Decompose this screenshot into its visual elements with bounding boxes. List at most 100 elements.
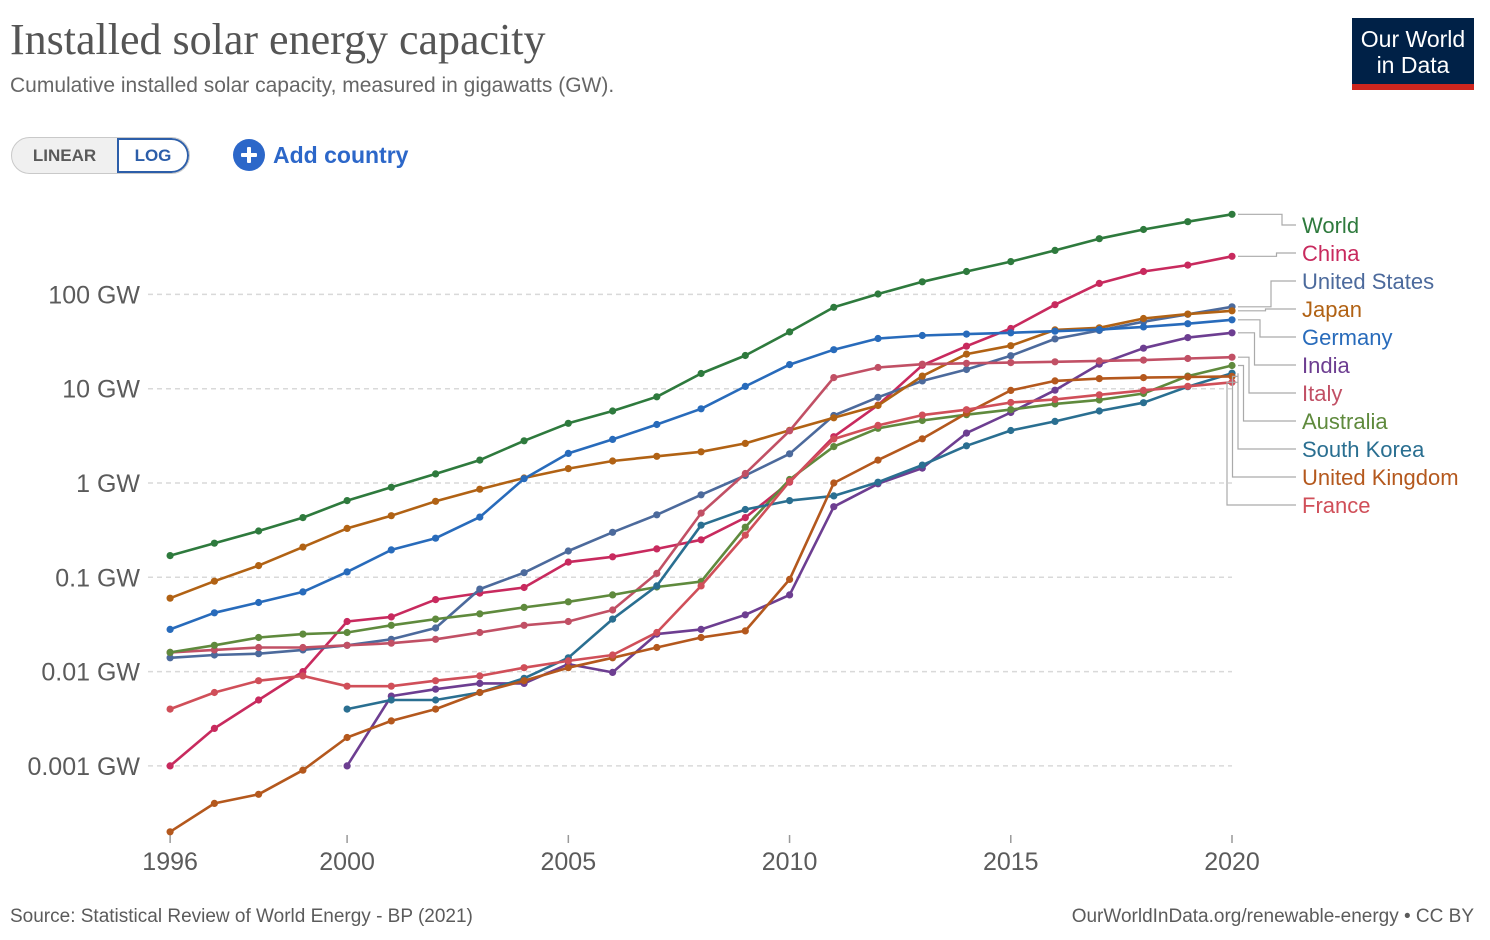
data-point: [387, 696, 395, 704]
data-point: [697, 491, 705, 499]
legend-label-italy: Italy: [1302, 381, 1342, 406]
legend-connector: [1238, 332, 1296, 366]
y-tick-label: 0.1 GW: [55, 564, 140, 592]
data-point: [432, 685, 440, 693]
data-point: [343, 705, 351, 713]
data-point: [299, 543, 307, 551]
data-point: [1007, 342, 1015, 350]
data-point: [962, 429, 971, 437]
data-point: [1139, 374, 1148, 382]
data-point: [299, 766, 307, 774]
data-point: [1139, 386, 1148, 394]
data-point: [741, 505, 749, 514]
add-country-button[interactable]: Add country: [233, 139, 408, 171]
data-point: [830, 503, 838, 511]
data-point: [476, 485, 484, 493]
data-point: [476, 513, 484, 521]
data-point: [1139, 323, 1148, 331]
log-scale-button[interactable]: LOG: [117, 138, 189, 173]
data-point: [1007, 352, 1015, 360]
data-point: [166, 705, 174, 713]
data-point: [653, 393, 661, 401]
data-point: [830, 435, 838, 443]
data-point: [1051, 358, 1059, 366]
data-point: [918, 435, 926, 443]
x-tick-label: 1996: [142, 848, 198, 876]
data-point: [1051, 327, 1059, 335]
data-point: [166, 625, 174, 634]
data-point: [962, 442, 971, 450]
data-point: [874, 290, 882, 298]
chart-title: Installed solar energy capacity: [10, 15, 546, 64]
data-point: [210, 641, 218, 649]
data-point: [874, 334, 882, 343]
data-point: [697, 369, 705, 378]
plus-circle-icon: [233, 139, 265, 171]
data-point: [962, 406, 971, 414]
data-point: [1184, 382, 1192, 390]
data-point: [653, 628, 661, 637]
legend-connector: [1238, 252, 1296, 257]
data-point: [476, 688, 484, 697]
data-point: [387, 682, 395, 690]
legend-label-australia: Australia: [1302, 409, 1388, 434]
data-point: [697, 521, 705, 529]
data-point: [1184, 320, 1192, 328]
series-line-world: [169, 213, 1233, 557]
data-point: [564, 547, 572, 555]
data-point: [874, 456, 882, 464]
linear-scale-button[interactable]: LINEAR: [32, 146, 97, 165]
data-point: [1139, 399, 1148, 407]
data-point: [918, 411, 926, 419]
data-point: [653, 420, 661, 429]
data-point: [918, 416, 926, 425]
x-tick-label: 2000: [319, 848, 375, 876]
data-point: [564, 465, 572, 473]
data-point: [210, 799, 218, 808]
data-point: [786, 497, 794, 505]
data-point: [918, 372, 926, 380]
legend-label-south-korea: South Korea: [1302, 437, 1425, 462]
data-point: [741, 351, 749, 360]
data-point: [786, 591, 794, 599]
data-point: [255, 562, 263, 570]
data-point: [609, 668, 617, 677]
data-point: [1184, 354, 1192, 363]
data-point: [299, 672, 307, 680]
y-tick-label: 1 GW: [76, 470, 140, 498]
data-point: [653, 582, 661, 590]
data-point: [520, 621, 528, 629]
data-point: [609, 651, 617, 659]
legend-connector: [1237, 373, 1296, 450]
data-point: [1095, 357, 1103, 365]
data-point: [1228, 329, 1236, 337]
data-point: [1007, 258, 1015, 266]
data-point: [786, 328, 794, 336]
data-point: [1184, 310, 1192, 318]
logo-line-2: in Data: [1376, 52, 1450, 78]
owid-logo[interactable]: Our World in Data: [1352, 18, 1474, 90]
data-point: [387, 483, 395, 491]
source-note[interactable]: Source: Statistical Review of World Ener…: [10, 906, 473, 927]
data-point: [564, 419, 572, 427]
data-point: [1228, 252, 1236, 260]
data-point: [255, 527, 263, 535]
data-point: [387, 613, 395, 621]
data-point: [918, 278, 926, 286]
data-point: [432, 596, 440, 604]
x-tick-label: 2005: [541, 848, 597, 876]
x-tick-label: 2020: [1204, 848, 1260, 876]
data-point: [1051, 301, 1059, 309]
data-point: [210, 724, 218, 733]
data-point: [343, 524, 351, 533]
data-point: [520, 677, 528, 685]
source-url[interactable]: OurWorldInData.org/renewable-energy • CC…: [1071, 906, 1474, 927]
legend-connector: [1238, 356, 1296, 394]
data-point: [786, 575, 794, 584]
data-point: [1139, 344, 1148, 352]
data-point: [786, 361, 794, 369]
data-point: [1184, 218, 1192, 226]
data-point: [343, 568, 351, 576]
data-point: [166, 828, 174, 836]
data-point: [1139, 356, 1148, 364]
